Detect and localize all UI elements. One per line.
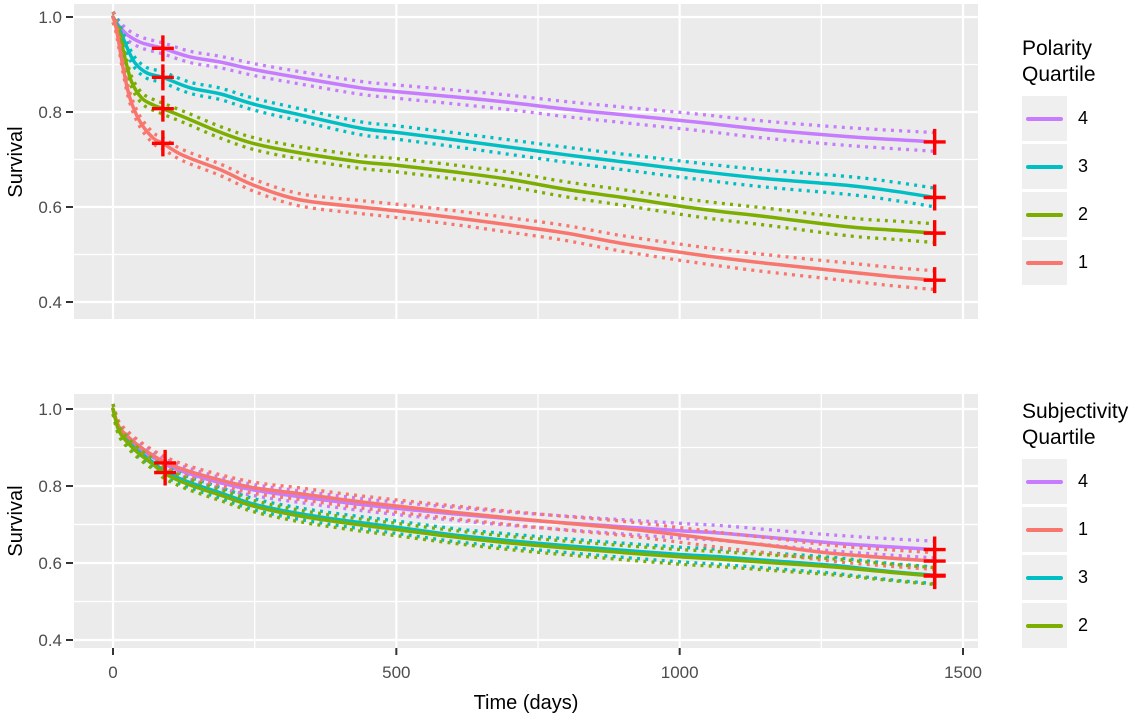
km-estimate-line [111,407,937,578]
censor-marks [154,449,946,590]
legend-item-q4: 4 [1022,96,1096,141]
censor-cross [151,95,174,122]
x-axis: 0 500 1000 1500 [108,648,982,682]
y-tick-label: 0.6 [38,554,62,573]
ci-upper-dotted [111,403,935,555]
ci-lower-dotted [111,21,935,292]
y-axis-title-bottom: Survival [5,485,27,557]
censor-cross [923,128,946,155]
legend-label: 3 [1078,567,1089,587]
x-axis-title: Time (days) [473,692,579,714]
km-estimate-line [111,407,937,563]
y-tick-label: 0.8 [38,477,62,496]
y-tick-label: 1.0 [38,8,62,27]
survival-curve-q1 [111,11,937,292]
ci-upper-dotted [111,11,935,226]
legend-item-q4: 4 [1022,459,1128,504]
legend-item-q3: 3 [1022,144,1096,189]
ci-upper-dotted [111,403,935,543]
legend-key-swatch [1022,144,1067,189]
legend-key-swatch [1022,603,1067,648]
y-tick-label: 1.0 [38,400,62,419]
censor-marks [151,35,946,294]
legend-key-swatch [1022,96,1067,141]
y-tick-label: 0.4 [38,631,62,650]
y-tick-label: 0.4 [38,293,62,312]
y-axis: 1.0 0.8 0.6 0.4 [38,8,73,312]
legend-items-polarity: 4 3 2 1 [1022,96,1096,285]
legend-subjectivity: Subjectivity Quartile 4 1 3 2 [1022,399,1128,651]
y-tick-label: 0.8 [38,103,62,122]
legend-key-line [1026,575,1063,580]
legend-polarity: Polarity Quartile 4 3 2 1 [1022,36,1096,288]
censor-cross [923,220,946,247]
y-axis-title-top: Survival [5,126,27,198]
legend-key-line [1026,164,1063,169]
legend-key-swatch [1022,192,1067,237]
x-tick-label: 1000 [661,663,699,682]
y-axis: 1.0 0.8 0.6 0.4 [38,400,73,650]
survival-curve-q3 [111,10,937,209]
legend-key-swatch [1022,507,1067,552]
legend-key-line [1026,527,1063,532]
legend-label: 2 [1078,615,1089,635]
panel-subjectivity-survival: 1.0 0.8 0.6 0.4 0 500 1000 1500 [38,394,982,682]
legend-item-q1: 1 [1022,507,1128,552]
censor-cross [151,130,174,157]
ci-lower-dotted [111,21,935,209]
censor-cross [151,64,174,91]
legend-key-swatch [1022,240,1067,285]
panel-polarity-survival: 1.0 0.8 0.6 0.4 [38,4,978,319]
km-estimate-line [111,15,937,282]
x-tick-label: 0 [108,663,117,682]
censor-cross [923,563,946,590]
legend-label: 2 [1078,204,1089,224]
legend-key-swatch [1022,459,1067,504]
km-estimate-line [111,15,937,144]
x-tick-label: 1500 [944,663,982,682]
censor-cross [923,267,946,294]
ci-lower-dotted [111,413,935,572]
legend-item-q2: 2 [1022,603,1128,648]
legend-key-line [1026,479,1063,484]
ci-lower-dotted [111,413,935,586]
survival-curve-q2 [111,403,937,587]
legend-label: 1 [1078,519,1089,539]
censor-cross [151,35,174,62]
ci-upper-dotted [111,10,935,190]
legend-key-line [1026,212,1063,217]
legend-key-line [1026,116,1063,121]
legend-label: 4 [1078,108,1089,128]
km-estimate-line [111,15,937,235]
legend-item-q3: 3 [1022,555,1128,600]
legend-label: 4 [1078,471,1089,491]
legend-label: 3 [1078,156,1089,176]
censor-cross [154,459,177,486]
legend-item-q2: 2 [1022,192,1096,237]
gridlines [74,4,978,319]
legend-label: 1 [1078,252,1089,272]
y-tick-label: 0.6 [38,198,62,217]
legend-item-q1: 1 [1022,240,1096,285]
legend-key-line [1026,260,1063,265]
censor-cross [923,184,946,211]
ci-lower-dotted [111,21,935,245]
legend-title-subjectivity: Subjectivity Quartile [1022,400,1129,449]
legend-items-subjectivity: 4 1 3 2 [1022,459,1128,648]
survival-curve-q4 [111,10,937,153]
km-estimate-line [111,15,937,200]
legend-key-line [1026,623,1063,628]
survival-curve-q2 [111,11,937,245]
legend-key-swatch [1022,555,1067,600]
survival-curve-q1 [111,403,937,572]
x-tick-label: 500 [382,663,410,682]
legend-title-polarity: Polarity Quartile [1022,37,1096,86]
